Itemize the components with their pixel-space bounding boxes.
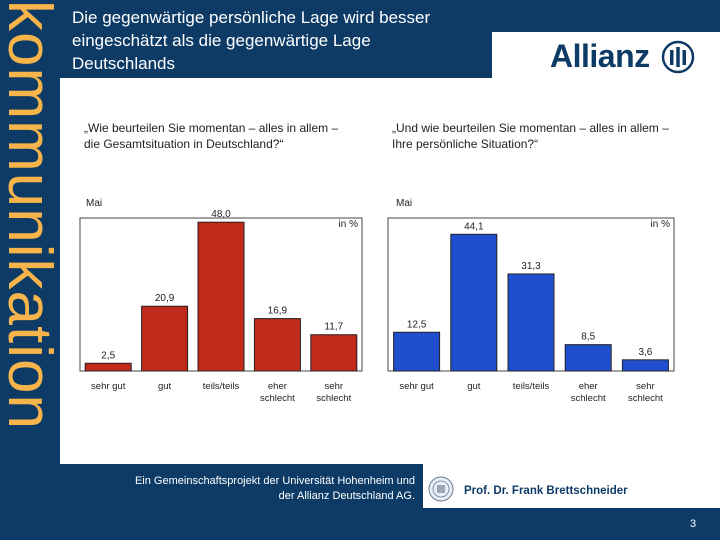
right-category-label-3: teils/teils xyxy=(513,381,550,392)
author-name: Prof. Dr. Frank Brettschneider xyxy=(464,485,628,497)
left-category-label-4: eher schlecht xyxy=(260,381,295,404)
allianz-logo-text: Allianz xyxy=(550,38,650,74)
page-number: 3 xyxy=(690,518,697,530)
right-category-label-1: sehr gut xyxy=(399,381,434,392)
right-value-label-1: 12,5 xyxy=(407,319,427,330)
left-category-label-1: sehr gut xyxy=(91,381,126,392)
left-bar-2 xyxy=(141,305,189,372)
right-chart-period: Mai xyxy=(396,198,413,209)
right-unit-label: in % xyxy=(651,219,671,230)
right-category-label-2: gut xyxy=(467,381,481,392)
left-unit-label: in % xyxy=(339,219,359,230)
right-bar-chart: in % 12,5 sehr gut 44,1 gut 31,3 teils/teils 8,… xyxy=(387,217,675,404)
left-value-label-2: 20,9 xyxy=(155,293,175,304)
right-category-label-4: eher schlecht xyxy=(571,381,606,404)
left-category-label-5: sehr schlecht xyxy=(316,381,351,404)
left-chart-question: „Wie beurteilen Sie momentan – alles in … xyxy=(84,121,339,151)
left-value-label-5: 11,7 xyxy=(324,322,343,333)
left-category-label-3: teils/teils xyxy=(203,381,240,392)
right-bar-1 xyxy=(393,331,441,372)
left-chart-period: Mai xyxy=(86,198,103,209)
right-chart-question: „Und wie beurteilen Sie momentan – alles… xyxy=(392,121,669,151)
right-bar-4 xyxy=(564,344,612,372)
footer-project-text: Ein Gemeinschaftsprojekt der Universität… xyxy=(134,475,415,502)
left-bar-5 xyxy=(310,334,358,372)
university-seal-icon xyxy=(428,476,454,502)
allianz-eagle-icon xyxy=(661,40,695,74)
page-title: Die gegenwärtige persönliche Lage wird b… xyxy=(72,8,431,73)
left-bar-3 xyxy=(197,221,245,372)
right-bar-2 xyxy=(450,233,498,372)
right-value-label-3: 31,3 xyxy=(521,261,541,272)
left-bar-1 xyxy=(84,362,132,372)
sidebar-wordmark: kommunikation xyxy=(0,0,60,430)
left-value-label-3: 48,0 xyxy=(211,209,231,220)
left-value-label-4: 16,9 xyxy=(268,306,288,317)
sidebar-band: kommunikation xyxy=(0,0,60,540)
right-category-label-5: sehr schlecht xyxy=(628,381,663,404)
right-bar-5 xyxy=(621,359,669,372)
right-value-label-5: 3,6 xyxy=(638,347,652,358)
footer-credit-box xyxy=(423,464,720,508)
left-category-label-2: gut xyxy=(158,381,172,392)
right-bar-3 xyxy=(507,273,555,372)
right-value-label-2: 44,1 xyxy=(464,221,484,232)
right-value-label-4: 8,5 xyxy=(581,332,595,343)
left-bar-4 xyxy=(253,318,301,372)
left-bar-chart: in % 2,5 sehr gut 20,9 gut 48,0 teils/teils 16,… xyxy=(79,209,363,404)
left-value-label-1: 2,5 xyxy=(101,350,115,361)
